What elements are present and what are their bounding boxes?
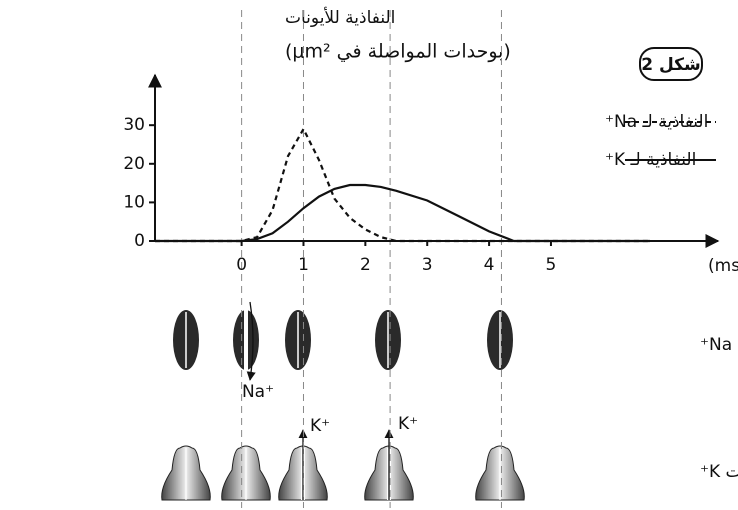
channel-row-label: قنوات Na⁺: [700, 335, 738, 355]
y-tick-label: 10: [123, 192, 145, 212]
x-tick-label: 5: [546, 255, 557, 275]
ion-label: Na⁺: [242, 382, 274, 402]
na-slits: [185, 308, 501, 372]
x-axis-label: الزمن بـ (ms): [708, 256, 738, 276]
figure-label: شكل 2: [641, 55, 701, 75]
x-tick-label: 4: [484, 255, 495, 275]
series-line: [155, 183, 650, 243]
channel-row-label: قنوات K⁺: [700, 462, 738, 482]
x-tick-label: 2: [360, 255, 371, 275]
channel-diagram: Na⁺ K⁺ K⁺ قنوات Na⁺ قنوات K⁺: [161, 301, 738, 501]
y-tick-label: 0: [134, 231, 145, 251]
x-tick-label: 1: [298, 255, 309, 275]
ion-label: K⁺: [310, 416, 330, 436]
series-line: [155, 126, 650, 243]
legend-label: النفاذية لـ K⁺: [605, 150, 696, 170]
x-tick-label: 0: [236, 255, 247, 275]
na-flow-arrow: [246, 301, 256, 381]
legend-label: النفاذية لـ Na⁺: [605, 112, 708, 132]
chart-subtitle: (بوحدات المواصلة في μm²): [285, 41, 511, 63]
x-tick-label: 3: [422, 255, 433, 275]
y-tick-label: 30: [123, 115, 145, 135]
chart-title: النفاذية للأيونات: [285, 7, 395, 28]
y-tick-label: 20: [123, 154, 145, 174]
ion-label: K⁺: [398, 414, 418, 434]
figure-label-box: [639, 47, 703, 81]
k-channels: [161, 445, 525, 501]
na-channels: [173, 310, 513, 370]
